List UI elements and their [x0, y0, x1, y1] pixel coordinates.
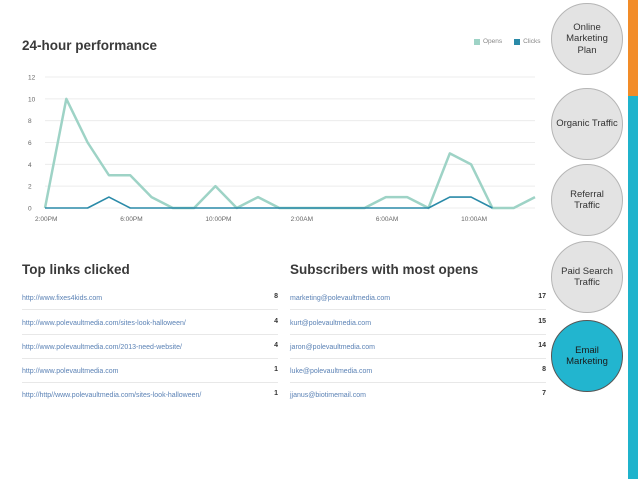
link-count: 8 [274, 293, 278, 300]
x-tick-label: 10:00PM [205, 216, 231, 223]
link-count: 1 [274, 366, 278, 373]
subscriber-count: 7 [542, 390, 546, 397]
y-tick-label: 12 [28, 75, 36, 82]
y-tick-label: 0 [28, 206, 32, 213]
chart-legend: Opens Clicks [474, 38, 549, 45]
subscriber-email[interactable]: kurt@polevaultmedia.com [290, 320, 372, 327]
top-links-list: http://www.fixes4kids.com 8 http://www.p… [22, 290, 278, 410]
legend-clicks-swatch [514, 38, 521, 45]
performance-title: 24-hour performance [22, 38, 158, 53]
link-count: 4 [274, 318, 278, 325]
nav-label: Online Marketing Plan [566, 21, 608, 56]
y-tick-label: 6 [28, 140, 32, 147]
link-url[interactable]: http://www.fixes4kids.com [22, 295, 103, 302]
series-line-clicks [45, 196, 493, 209]
y-tick-label: 10 [28, 96, 36, 103]
nav-label: Referral Traffic [570, 188, 604, 212]
divider [290, 309, 546, 310]
list-item[interactable]: marketing@polevaultmedia.com [290, 293, 390, 305]
nav-referral-traffic[interactable]: Referral Traffic [551, 164, 623, 236]
list-item[interactable]: http://www.polevaultmedia.com/sites-look… [22, 318, 186, 330]
x-tick-label: 2:00PM [35, 216, 57, 223]
link-url[interactable]: http://http//www.polevaultmedia.com/site… [22, 392, 202, 399]
x-tick-label: 6:00AM [376, 216, 398, 223]
subscribers-list: marketing@polevaultmedia.com 17 kurt@pol… [290, 290, 546, 410]
list-item[interactable]: kurt@polevaultmedia.com [290, 318, 371, 330]
legend-clicks: Clicks [514, 38, 541, 45]
subscriber-email[interactable]: luke@polevaultmedia.com [290, 368, 373, 375]
subscriber-count: 14 [538, 342, 546, 349]
top-links-title: Top links clicked [22, 262, 130, 277]
subscriber-email[interactable]: marketing@polevaultmedia.com [290, 295, 391, 302]
link-count: 4 [274, 342, 278, 349]
x-tick-label: 10:00AM [461, 216, 487, 223]
subscriber-email[interactable]: jaron@polevaultmedia.com [290, 344, 375, 351]
nav-organic-traffic[interactable]: Organic Traffic [551, 88, 623, 160]
list-item[interactable]: jaron@polevaultmedia.com [290, 342, 375, 354]
divider [290, 358, 546, 359]
divider [22, 334, 278, 335]
link-count: 1 [274, 390, 278, 397]
accent-orange [628, 0, 638, 96]
nav-label: Email Marketing [566, 344, 608, 368]
list-item[interactable]: http://www.polevaultmedia.com [22, 366, 119, 378]
divider [22, 382, 278, 383]
list-item[interactable]: jjanus@biotimemail.com [290, 390, 366, 402]
y-tick-label: 8 [28, 118, 32, 125]
y-tick-label: 4 [28, 162, 32, 169]
list-item[interactable]: http://www.fixes4kids.com [22, 293, 102, 305]
divider [22, 358, 278, 359]
nav-label: Organic Traffic [556, 118, 618, 130]
legend-clicks-label: Clicks [523, 38, 541, 45]
subscriber-count: 15 [538, 318, 546, 325]
right-accent-strip [628, 0, 638, 479]
list-item[interactable]: luke@polevaultmedia.com [290, 366, 372, 378]
divider [290, 382, 546, 383]
legend-opens: Opens [474, 38, 502, 45]
list-item[interactable]: http://http//www.polevaultmedia.com/site… [22, 390, 201, 402]
subscriber-count: 17 [538, 293, 546, 300]
x-tick-label: 2:00AM [291, 216, 313, 223]
divider [290, 334, 546, 335]
subscribers-title: Subscribers with most opens [290, 262, 479, 277]
subscriber-email[interactable]: jjanus@biotimemail.com [290, 392, 366, 399]
nav-email-marketing[interactable]: Email Marketing [551, 320, 623, 392]
nav-paid-search-traffic[interactable]: Paid Search Traffic [551, 241, 623, 313]
nav-label: Paid Search Traffic [561, 265, 613, 289]
link-url[interactable]: http://www.polevaultmedia.com [22, 368, 119, 375]
y-tick-label: 2 [28, 184, 32, 191]
series-line-opens [43, 97, 536, 210]
legend-opens-swatch [474, 38, 480, 45]
legend-opens-label: Opens [483, 38, 503, 45]
list-item[interactable]: http://www.polevaultmedia.com/2013-need-… [22, 342, 182, 354]
performance-chart: 0 2 4 6 8 10 12 2:00PM 6:00PM 10:00PM 2:00AM 6:00AM… [28, 75, 536, 223]
divider [22, 309, 278, 310]
subscriber-count: 8 [542, 366, 546, 373]
link-url[interactable]: http://www.polevaultmedia.com/sites-look… [22, 320, 186, 327]
link-url[interactable]: http://www.polevaultmedia.com/2013-need-… [22, 344, 182, 351]
x-tick-label: 6:00PM [120, 216, 142, 223]
nav-online-marketing-plan[interactable]: Online Marketing Plan [551, 3, 623, 75]
